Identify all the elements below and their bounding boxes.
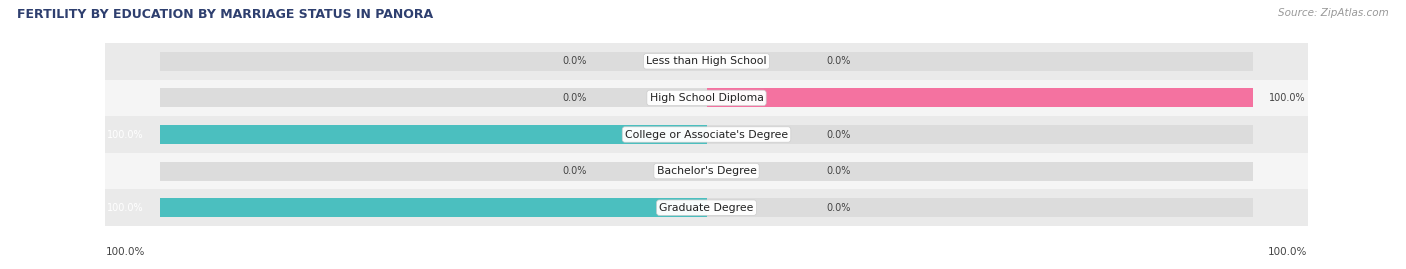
Text: 100.0%: 100.0% [105,247,145,257]
Bar [707,52,1253,71]
Bar [160,198,707,217]
Bar [160,52,707,71]
Bar [160,162,707,180]
Text: 100.0%: 100.0% [1268,247,1308,257]
Text: 0.0%: 0.0% [827,56,851,66]
Text: 0.0%: 0.0% [827,166,851,176]
Text: 0.0%: 0.0% [562,56,586,66]
Text: Source: ZipAtlas.com: Source: ZipAtlas.com [1278,8,1389,18]
Bar [160,198,707,217]
Bar [105,153,1308,189]
Bar [105,43,1308,80]
Text: Graduate Degree: Graduate Degree [659,203,754,213]
Bar [105,116,1308,153]
Bar [160,89,707,107]
Text: College or Associate's Degree: College or Associate's Degree [624,129,789,140]
Text: 0.0%: 0.0% [827,203,851,213]
Text: 0.0%: 0.0% [562,93,586,103]
Bar [707,89,1253,107]
Text: Less than High School: Less than High School [647,56,766,66]
Text: 0.0%: 0.0% [827,129,851,140]
Bar [707,162,1253,180]
Bar [160,125,707,144]
Bar [707,89,1253,107]
Bar [707,125,1253,144]
Text: 100.0%: 100.0% [107,203,143,213]
Bar [105,189,1308,226]
Text: FERTILITY BY EDUCATION BY MARRIAGE STATUS IN PANORA: FERTILITY BY EDUCATION BY MARRIAGE STATU… [17,8,433,21]
Text: Bachelor's Degree: Bachelor's Degree [657,166,756,176]
Bar [105,80,1308,116]
Text: High School Diploma: High School Diploma [650,93,763,103]
Bar [160,125,707,144]
Text: 100.0%: 100.0% [1270,93,1306,103]
Text: 100.0%: 100.0% [107,129,143,140]
Text: 0.0%: 0.0% [562,166,586,176]
Bar [707,198,1253,217]
